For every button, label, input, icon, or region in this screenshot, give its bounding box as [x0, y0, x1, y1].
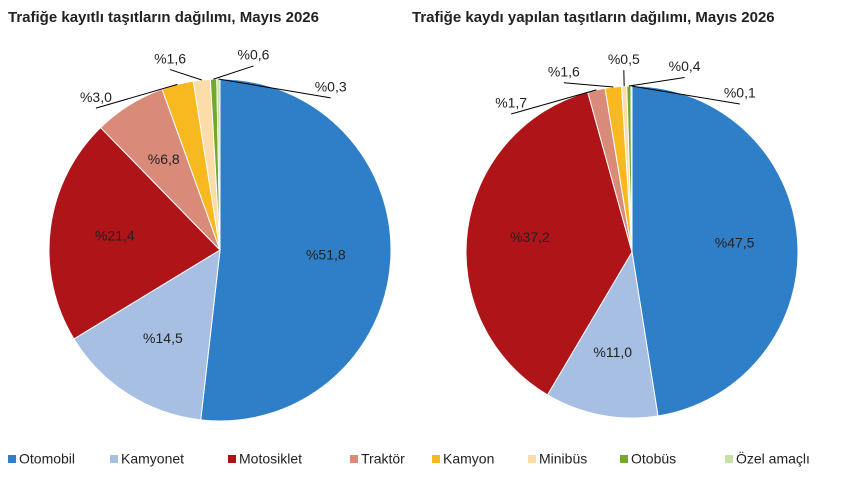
data-label: %51,8 [306, 247, 346, 263]
legend-label: Otomobil [19, 451, 75, 467]
data-label: %0,4 [669, 58, 701, 74]
pie-slice [73, 249, 221, 421]
leader-line [218, 78, 331, 99]
legend-swatch [110, 455, 118, 463]
leader-line [628, 77, 685, 87]
data-label: %37,2 [510, 229, 550, 245]
data-label: %0,3 [315, 79, 347, 95]
data-label: %11,0 [593, 344, 632, 360]
legend-swatch [350, 455, 358, 463]
legend-swatch [725, 455, 733, 463]
pie-slice [48, 126, 221, 340]
data-label: %21,4 [95, 227, 135, 243]
data-label: %47,5 [715, 235, 755, 251]
legend-swatch [432, 455, 440, 463]
data-label: %14,5 [143, 330, 183, 346]
data-label: %1,7 [495, 95, 527, 111]
leader-line [213, 65, 254, 80]
chart-title: Trafiğe kaydı yapılan taşıtların dağılım… [412, 9, 775, 26]
legend-swatch [620, 455, 628, 463]
leader-line [95, 83, 178, 109]
legend-label: Kamyonet [121, 451, 184, 467]
data-label: %3,0 [80, 89, 112, 105]
leader-line [511, 89, 597, 115]
pie-slice [631, 85, 799, 417]
legend-label: Traktör [361, 451, 405, 467]
data-label: %0,6 [238, 47, 270, 63]
legend-swatch [8, 455, 16, 463]
legend-label: Motosiklet [239, 451, 302, 467]
data-label: %6,8 [148, 151, 180, 167]
legend-label: Otobüs [631, 451, 676, 467]
legend-label: Özel amaçlı [736, 450, 810, 467]
leader-line [563, 82, 614, 88]
data-label: %0,5 [608, 51, 640, 67]
data-label: %1,6 [154, 50, 186, 66]
pie-slice [546, 250, 659, 419]
leader-line [169, 69, 202, 81]
pie-slice [200, 78, 392, 422]
leader-line [631, 85, 740, 105]
legend-label: Kamyon [443, 451, 494, 467]
legend-swatch [528, 455, 536, 463]
data-label: %0,1 [724, 85, 756, 101]
pie-slice [465, 91, 633, 396]
legend-swatch [228, 455, 236, 463]
legend-label: Minibüs [539, 451, 587, 467]
chart-title: Trafiğe kayıtlı taşıtların dağılımı, May… [8, 9, 319, 26]
data-label: %1,6 [548, 63, 580, 79]
